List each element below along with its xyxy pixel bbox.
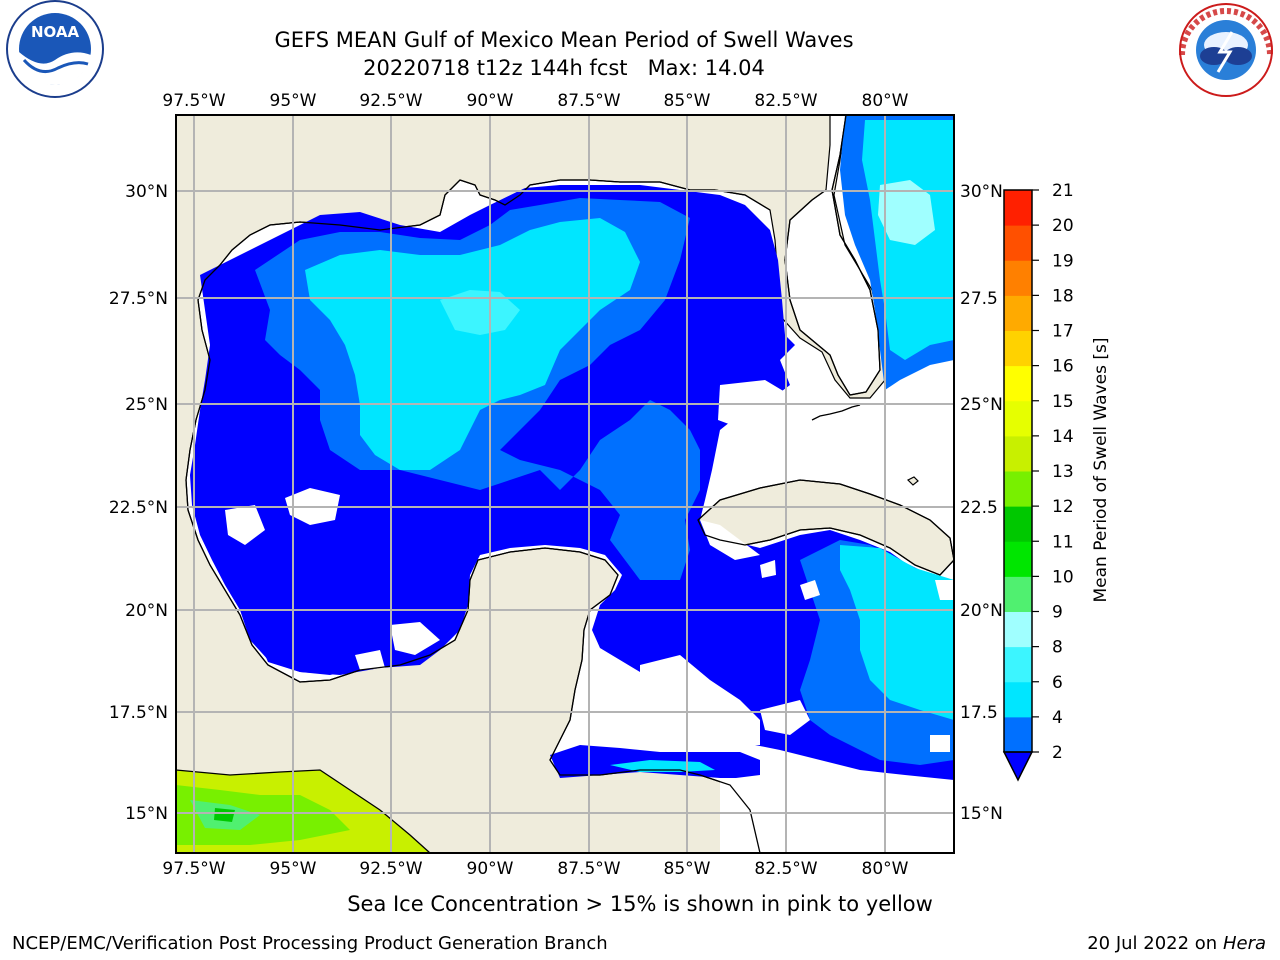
lon-label-bottom: 92.5°W	[359, 859, 422, 879]
noaa-logo: NOAA	[6, 0, 104, 98]
colorbar-segment	[1004, 225, 1032, 261]
colorbar-segment	[1004, 611, 1032, 648]
lat-label-left: 30°N	[125, 182, 168, 202]
colorbar-segment	[1004, 646, 1032, 683]
sea-ice-note: Sea Ice Concentration > 15% is shown in …	[347, 892, 933, 916]
chart-title-line1: GEFS MEAN Gulf of Mexico Mean Period of …	[274, 28, 854, 52]
colorbar-label: Mean Period of Swell Waves [s]	[1091, 338, 1111, 603]
footer-host: Hera	[1223, 933, 1266, 954]
colorbar-segment	[1004, 330, 1032, 367]
lon-label-bottom: 97.5°W	[162, 859, 225, 879]
lon-label-bottom: 95°W	[270, 859, 317, 879]
lat-labels-left: 30°N 27.5°N 25°N 22.5°N 20°N 17.5°N 15°N	[109, 182, 168, 824]
colorbar-tick-label: 17	[1052, 322, 1074, 342]
missing-data-patches	[225, 380, 954, 853]
lon-label-bottom: 80°W	[862, 859, 909, 879]
lon-label-top: 97.5°W	[162, 91, 225, 111]
lat-label-right: 17.5	[960, 703, 998, 723]
colorbar-segment	[1004, 190, 1032, 226]
lat-label-right: 25°N	[960, 395, 1003, 415]
colorbar-segment	[1004, 681, 1032, 718]
pacific-field	[176, 770, 430, 853]
lon-label-bottom: 90°W	[467, 859, 514, 879]
colorbar-segment	[1004, 506, 1032, 542]
lon-label-top: 82.5°W	[754, 91, 817, 111]
lat-label-right: 27.5	[960, 289, 998, 309]
lon-label-bottom: 85°W	[664, 859, 711, 879]
lat-label-right: 15°N	[960, 804, 1003, 824]
lat-label-right: 20°N	[960, 601, 1003, 621]
lat-label-left: 22.5°N	[109, 498, 168, 518]
colorbar-tick-label: 9	[1052, 603, 1063, 623]
footer-credit: NCEP/EMC/Verification Post Processing Pr…	[12, 933, 608, 954]
colorbar-tick-label: 18	[1052, 286, 1074, 306]
colorbar-tick-label: 10	[1052, 567, 1074, 587]
colorbar-segment	[1004, 435, 1032, 472]
colorbar-tick-label: 8	[1052, 638, 1063, 658]
colorbar-tick-label: 12	[1052, 497, 1074, 517]
colorbar-segment	[1004, 295, 1032, 331]
colorbar-extend-arrow	[1002, 751, 1034, 782]
lat-labels-right: 30°N 27.5 25°N 22.5 20°N 17.5 15°N	[960, 182, 1003, 824]
colorbar: 2 4 6 8 9 10 11 12 13 14 15 16 17 18 19 20 21	[1002, 181, 1074, 782]
colorbar-tick-label: 20	[1052, 216, 1074, 236]
lon-label-top: 92.5°W	[359, 91, 422, 111]
colorbar-segment	[1004, 541, 1032, 577]
lon-labels-bottom: 97.5°W 95°W 92.5°W 90°W 87.5°W 85°W 82.5…	[162, 859, 908, 879]
lat-label-left: 27.5°N	[109, 289, 168, 309]
lat-label-left: 17.5°N	[109, 703, 168, 723]
nws-logo	[1179, 3, 1273, 97]
colorbar-segment	[1004, 716, 1032, 753]
footer-date-text: 20 Jul 2022 on	[1087, 933, 1223, 954]
colorbar-tick-label: 21	[1052, 181, 1074, 201]
lon-label-top: 80°W	[862, 91, 909, 111]
colorbar-segment	[1004, 400, 1032, 437]
footer-date: 20 Jul 2022 on Hera	[1087, 933, 1266, 954]
map-panel	[176, 115, 954, 853]
lon-label-top: 95°W	[270, 91, 317, 111]
colorbar-segment	[1004, 576, 1032, 612]
lon-label-top: 85°W	[664, 91, 711, 111]
colorbar-tick-label: 2	[1052, 743, 1063, 763]
lat-label-left: 25°N	[125, 395, 168, 415]
lon-label-top: 90°W	[467, 91, 514, 111]
lon-labels-top: 97.5°W 95°W 92.5°W 90°W 87.5°W 85°W 82.5…	[162, 91, 908, 111]
lon-label-top: 87.5°W	[557, 91, 620, 111]
colorbar-tick-label: 13	[1052, 462, 1074, 482]
colorbar-tick-label: 19	[1052, 251, 1074, 271]
colorbar-tick-label: 16	[1052, 357, 1074, 377]
noaa-logo-text: NOAA	[31, 23, 80, 41]
graticule	[176, 115, 954, 853]
lat-label-left: 15°N	[125, 804, 168, 824]
chart-title-line2: 20220718 t12z 144h fcst Max: 14.04	[363, 56, 765, 80]
colorbar-segment	[1004, 365, 1032, 402]
lat-label-right: 30°N	[960, 182, 1003, 202]
map-frame	[175, 114, 955, 854]
lon-label-bottom: 82.5°W	[754, 859, 817, 879]
colorbar-tick-label: 11	[1052, 532, 1074, 552]
colorbar-tick-label: 4	[1052, 708, 1063, 728]
lon-label-bottom: 87.5°W	[557, 859, 620, 879]
colorbar-segment	[1004, 471, 1032, 507]
lat-label-left: 20°N	[125, 601, 168, 621]
colorbar-tick-label: 14	[1052, 427, 1074, 447]
colorbar-segment	[1004, 260, 1032, 296]
colorbar-tick-label: 15	[1052, 392, 1074, 412]
colorbar-tick-label: 6	[1052, 673, 1063, 693]
lat-label-right: 22.5	[960, 498, 998, 518]
